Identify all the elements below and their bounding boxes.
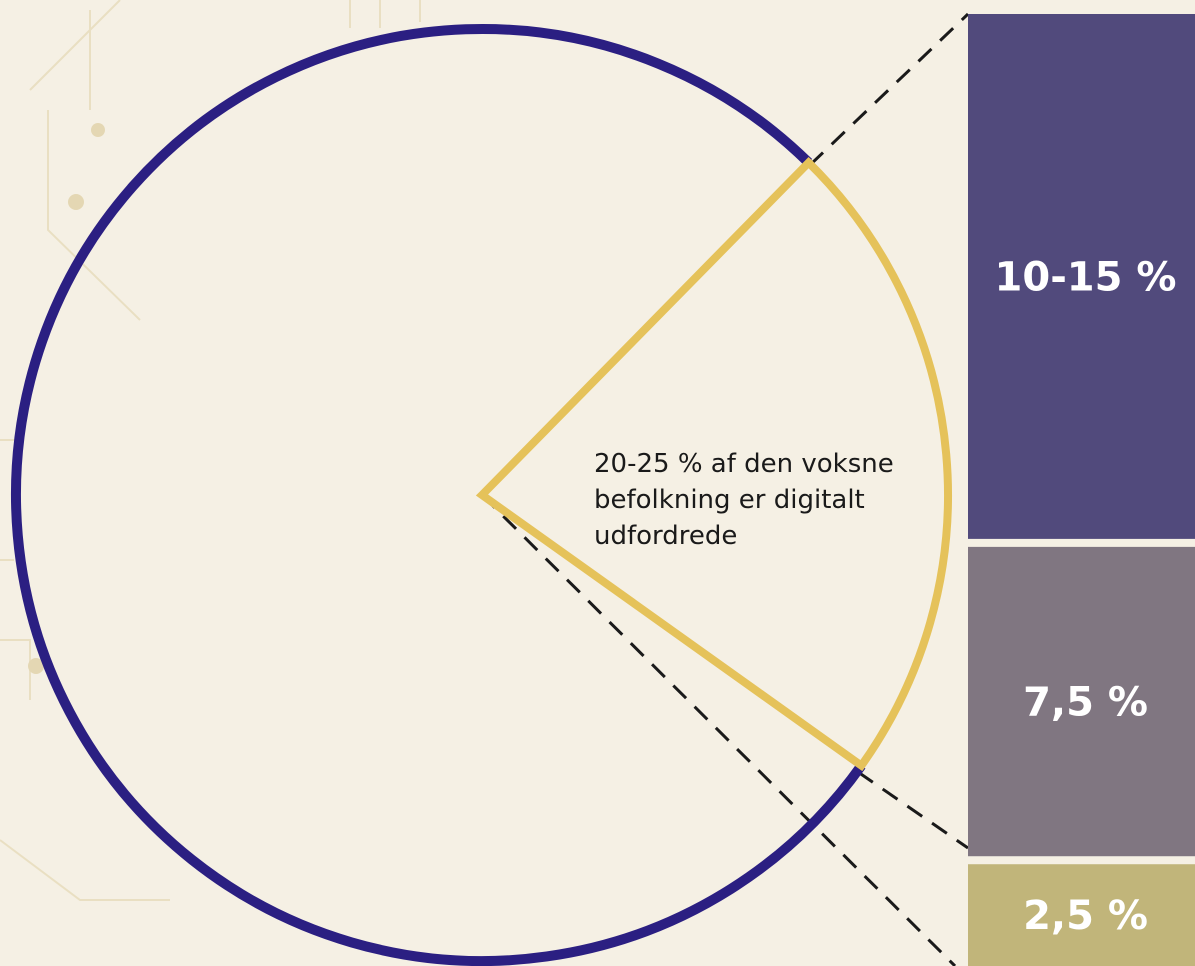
- highlighted-slice-label-line: 20-25 % af den voksne: [594, 449, 894, 479]
- bar-segment: [968, 14, 1195, 539]
- connector-line-top: [808, 12, 970, 167]
- circuit-background: [0, 0, 421, 901]
- highlighted-slice-label: 20-25 % af den voksne befolkning er digit…: [594, 449, 894, 551]
- bar-segment-label: 2,5 %: [1023, 893, 1148, 939]
- bar-segment: [968, 546, 1195, 857]
- bar-segment-label: 10-15 %: [995, 254, 1177, 300]
- connector-line-mid: [857, 770, 969, 850]
- breakdown-bar: 10-15 % 7,5 % 2,5 %: [968, 14, 1195, 966]
- bar-segment-label: 7,5 %: [1023, 680, 1148, 726]
- connector-line-bottom: [480, 493, 957, 966]
- highlighted-slice-label-line: udfordrede: [594, 521, 737, 551]
- pie-remainder-arc: [11, 24, 866, 966]
- pie-highlighted-slice: [475, 156, 952, 772]
- bar-segment: [968, 864, 1195, 966]
- pie: [11, 24, 952, 966]
- highlighted-slice-label-line: befolkning er digitalt: [594, 485, 865, 515]
